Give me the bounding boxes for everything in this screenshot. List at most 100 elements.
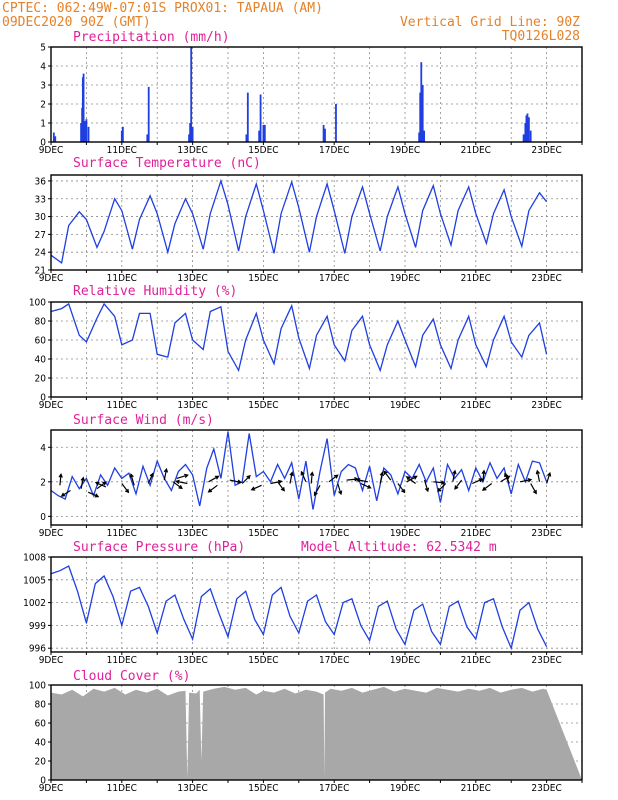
humidity-xtick-label: 13DEC xyxy=(177,400,207,411)
pressure-xtick-label: 17DEC xyxy=(319,655,349,666)
precip-ytick-label: 2 xyxy=(40,100,46,111)
wind-vector-arrow xyxy=(379,471,385,484)
humidity-ytick-label: 80 xyxy=(35,317,47,328)
humidity-xtick-label: 21DEC xyxy=(461,400,491,411)
cloud-ytick-label: 40 xyxy=(35,738,47,749)
precip-bar xyxy=(245,134,248,142)
precip-bar xyxy=(524,123,527,142)
cloud-ytick-label: 0 xyxy=(40,776,46,787)
precip-bar xyxy=(262,124,265,142)
precip-bar xyxy=(529,130,532,142)
wind-vector-arrow xyxy=(360,482,372,489)
cloud-frame xyxy=(50,684,583,781)
humidity-ytick-label: 100 xyxy=(29,298,46,309)
wind-vector-arrow xyxy=(500,475,511,483)
model-altitude-label: Model Altitude: 62.5342 m xyxy=(301,540,497,555)
wind-vector-arrow xyxy=(405,476,416,484)
precip-xtick-label: 19DEC xyxy=(390,145,420,156)
wind-xtick-label: 13DEC xyxy=(177,528,207,539)
wind-vector-arrow xyxy=(481,483,493,491)
wind-vector-arrow xyxy=(241,474,251,484)
pressure-panel: Surface Pressure (hPa) Model Altitude: 6… xyxy=(23,540,583,666)
wind-vector-arrow xyxy=(147,472,154,484)
pressure-ytick-label: 1008 xyxy=(23,553,46,564)
precip-bar xyxy=(121,126,124,142)
temp-xtick-label: 17DEC xyxy=(319,273,349,284)
wind-xtick-label: 9DEC xyxy=(39,528,64,539)
header-run-id: TQ0126L028 xyxy=(502,29,580,44)
wind-vector-arrow xyxy=(270,479,283,485)
precip-bar xyxy=(87,126,90,142)
pressure-xtick-label: 19DEC xyxy=(390,655,420,666)
precip-ytick-label: 5 xyxy=(40,43,46,54)
wind-vector-arrow xyxy=(208,475,220,483)
wind-vector-arrow xyxy=(535,469,541,482)
wind-vector-arrow xyxy=(313,485,321,497)
precip-ytick-label: 1 xyxy=(40,119,46,130)
wind-vector-arrow xyxy=(229,479,243,484)
wind-vector-arrow xyxy=(397,483,406,494)
wind-vector-arrow xyxy=(328,474,339,483)
cloud-xtick-label: 15DEC xyxy=(248,783,278,794)
temp-ytick-label: 36 xyxy=(35,176,47,187)
temp-ytick-label: 33 xyxy=(35,194,46,205)
cloud-xtick-label: 9DEC xyxy=(39,783,64,794)
pressure-xtick-label: 13DEC xyxy=(177,655,207,666)
wind-xtick-label: 19DEC xyxy=(390,528,420,539)
temperature-title: Surface Temperature (nC) xyxy=(73,156,261,171)
wind-panel: Surface Wind (m/s) 0 2 4 9DEC 11DEC 13DEC 15DE… xyxy=(39,413,583,539)
wind-vector-arrow xyxy=(129,473,135,486)
precip-bar xyxy=(335,104,337,142)
cloud-xtick-label: 21DEC xyxy=(461,783,491,794)
precip-bar xyxy=(528,117,530,142)
wind-vector-arrow xyxy=(80,476,85,489)
pressure-xtick-label: 23DEC xyxy=(531,655,561,666)
pressure-xtick-label: 9DEC xyxy=(39,655,64,666)
precip-bar xyxy=(188,134,190,142)
wind-vector-arrow xyxy=(207,484,218,493)
precip-bar xyxy=(322,124,325,142)
temp-xtick-label: 9DEC xyxy=(39,273,64,284)
wind-ytick-label: 2 xyxy=(40,477,46,488)
pressure-xtick-label: 15DEC xyxy=(248,655,278,666)
pressure-ytick-label: 1005 xyxy=(23,575,46,586)
cloud-xtick-label: 11DEC xyxy=(107,783,137,794)
temp-xtick-label: 19DEC xyxy=(390,273,420,284)
humidity-ytick-label: 40 xyxy=(35,355,47,366)
wind-vector-arrow xyxy=(60,489,71,497)
temperature-panel: Surface Temperature (nC) 21 24 27 30 33 36 9DE… xyxy=(35,156,583,284)
wind-vector-arrow xyxy=(481,469,486,482)
humidity-ytick-label: 0 xyxy=(40,393,46,404)
temp-ytick-label: 21 xyxy=(35,266,46,277)
humidity-title: Relative Humidity (%) xyxy=(73,284,237,299)
wind-vector-arrow xyxy=(175,479,188,485)
precip-xtick-label: 21DEC xyxy=(461,145,491,156)
wind-vector-arrow xyxy=(504,472,510,484)
cloud-ytick-label: 20 xyxy=(35,757,47,768)
humidity-ytick-label: 20 xyxy=(35,374,47,385)
precip-bar xyxy=(147,86,150,142)
temp-frame xyxy=(50,174,583,271)
precip-bar xyxy=(421,85,424,142)
precip-bar xyxy=(258,130,261,142)
precip-xtick-label: 13DEC xyxy=(177,145,207,156)
precip-bar xyxy=(82,73,85,142)
humidity-xtick-label: 9DEC xyxy=(39,400,64,411)
cloud-ytick-label: 80 xyxy=(35,700,47,711)
precip-bar xyxy=(246,92,249,142)
temp-xtick-label: 11DEC xyxy=(107,273,137,284)
precip-bar xyxy=(189,123,192,142)
cloud-cover-panel: Cloud Cover (%) 0 20 40 60 80 100 9DEC 11DEC 13D… xyxy=(29,669,583,794)
precip-ytick-label: 0 xyxy=(40,138,46,149)
pressure-ytick-label: 999 xyxy=(29,621,46,632)
precip-xtick-label: 17DEC xyxy=(319,145,349,156)
wind-series-line xyxy=(50,431,548,510)
precip-bar xyxy=(418,132,421,142)
precip-xtick-label: 23DEC xyxy=(531,145,561,156)
wind-ytick-label: 4 xyxy=(40,443,46,454)
cloud-area xyxy=(51,686,582,780)
cloud-xtick-label: 13DEC xyxy=(177,783,207,794)
wind-vector-arrow xyxy=(452,469,457,482)
precip-frame xyxy=(50,46,583,143)
